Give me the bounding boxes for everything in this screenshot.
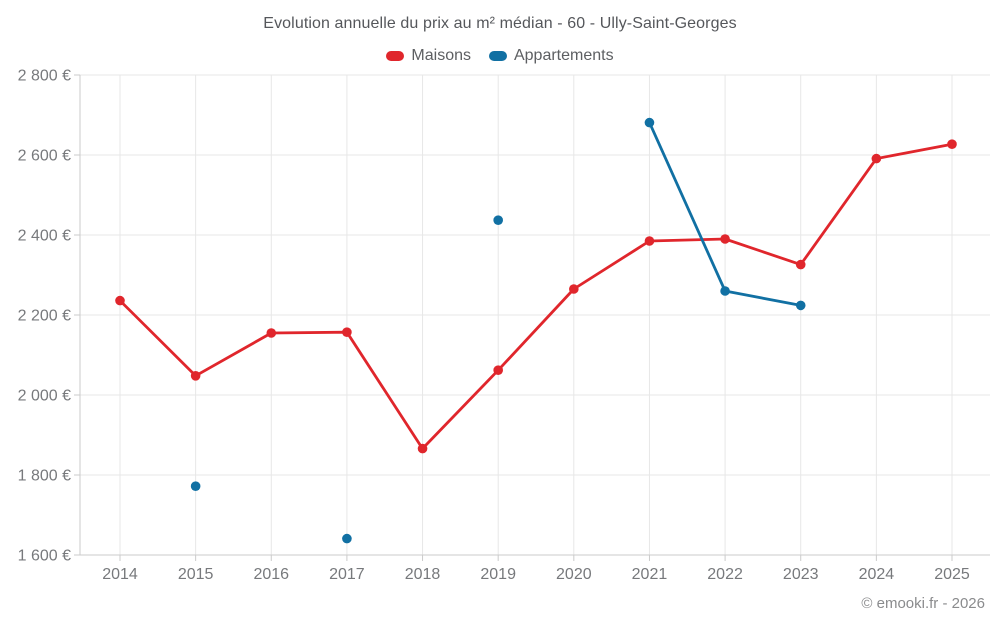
chart-title: Evolution annuelle du prix au m² médian … [263, 15, 737, 32]
legend-item-appartements[interactable]: Appartements [488, 47, 614, 65]
appartements-point-2019[interactable] [493, 215, 503, 225]
x-tick-label: 2023 [783, 566, 819, 583]
legend-swatch-icon [488, 51, 507, 61]
appartements-point-2022[interactable] [720, 286, 730, 296]
maisons-point-2024[interactable] [871, 153, 882, 164]
maisons-line [118, 142, 954, 450]
appartements-point-2015[interactable] [190, 481, 201, 492]
y-tick-label: 2 800 € [18, 68, 71, 85]
legend-label: Appartements [513, 47, 614, 64]
y-tick-label: 1 600 € [18, 548, 71, 565]
y-tick-label: 2 600 € [18, 148, 71, 165]
x-tick-label: 2025 [934, 566, 970, 583]
chart-legend: Maisons Appartements [0, 46, 1000, 66]
x-tick-label: 2020 [556, 566, 592, 583]
x-tick-label: 2019 [480, 566, 516, 583]
y-tick-label: 2 000 € [18, 388, 71, 405]
maisons-point-2015[interactable] [190, 371, 201, 381]
maisons-point-2014[interactable] [115, 295, 125, 306]
x-tick-label: 2018 [405, 566, 441, 583]
legend-label: Maisons [411, 47, 471, 64]
maisons-point-2022[interactable] [720, 234, 730, 244]
y-tick-label: 2 400 € [18, 228, 71, 245]
legend-swatch-icon [386, 51, 405, 61]
y-tick-label: 1 800 € [18, 468, 71, 485]
appartements-point-2023[interactable] [795, 300, 806, 311]
x-tick-label: 2024 [859, 566, 895, 583]
maisons-point-2018[interactable] [417, 443, 428, 454]
maisons-point-2023[interactable] [795, 259, 806, 270]
x-tick-label: 2016 [253, 566, 289, 583]
x-tick-label: 2017 [329, 566, 365, 583]
x-tick-label: 2014 [102, 566, 138, 583]
copyright-text: © emooki.fr - 2026 [861, 595, 985, 612]
x-tick-label: 2022 [707, 566, 743, 583]
maisons-point-2016[interactable] [266, 328, 277, 338]
legend-item-maisons[interactable]: Maisons [386, 47, 471, 65]
x-tick-label: 2015 [178, 566, 214, 583]
maisons-point-2025[interactable] [947, 139, 957, 149]
maisons-point-2020[interactable] [569, 284, 579, 294]
maisons-point-2017[interactable] [342, 327, 352, 338]
appartements-point-2017[interactable] [342, 533, 352, 544]
maisons-point-2019[interactable] [493, 365, 503, 376]
y-tick-label: 2 200 € [18, 308, 71, 325]
x-tick-label: 2021 [632, 566, 668, 583]
maisons-point-2021[interactable] [644, 236, 655, 246]
appartements-point-2021[interactable] [644, 117, 655, 128]
